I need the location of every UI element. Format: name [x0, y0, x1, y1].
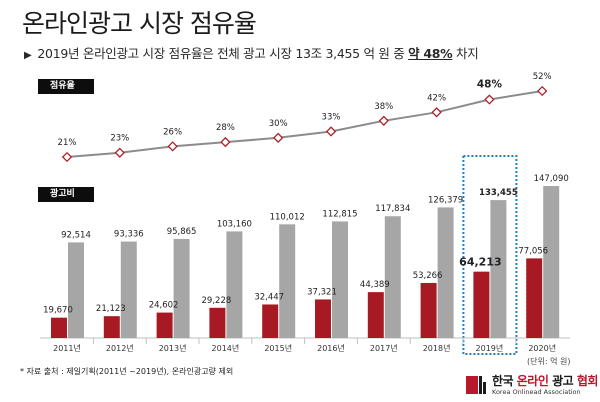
- subtitle: ▶ 2019년 온라인광고 시장 점유율은 전체 광고 시장 13조 3,455 …: [24, 43, 479, 62]
- logo-english-text: Korea Onlinead Association: [492, 388, 581, 396]
- bar-total-2013: [173, 238, 190, 338]
- share-value-label: 38%: [374, 102, 393, 112]
- bar-online-2012: [103, 316, 120, 338]
- x-tick-label: 2017년: [370, 343, 398, 353]
- bar-online-label: 24,602: [149, 301, 179, 311]
- share-value-label: 28%: [216, 123, 235, 133]
- share-point-2016: [325, 126, 337, 137]
- subtitle-text: 2019년 온라인광고 시장 점유율은 전체 광고 시장 13조 3,455 억…: [37, 46, 409, 61]
- share-value-label: 33%: [322, 112, 341, 122]
- bar-online-2011: [51, 317, 67, 338]
- share-point-2018: [431, 107, 442, 118]
- share-line: [66, 90, 543, 158]
- bar-total-2017: [384, 216, 401, 338]
- bar-total-2011: [68, 242, 84, 338]
- subtitle-suffix: 차지: [452, 46, 479, 61]
- bar-total-label: 133,455: [479, 188, 518, 198]
- source-note: * 자료 출처 : 제일기획(2011년 ~2019년), 온라인광고량 제외: [20, 367, 234, 376]
- share-value-label: 30%: [269, 119, 288, 129]
- bar-total-label: 110,012: [270, 212, 305, 222]
- bar-online-2013: [156, 312, 173, 338]
- x-tick-label: 2012년: [106, 343, 134, 353]
- share-value-label: 23%: [110, 134, 129, 144]
- bar-total-2012: [120, 241, 137, 338]
- bar-online-label: 53,266: [413, 271, 443, 281]
- x-tick-label: 2018년: [423, 343, 451, 353]
- share-value-label: 42%: [427, 93, 446, 103]
- bar-online-2014: [209, 307, 226, 338]
- bar-total-label: 93,336: [114, 230, 144, 240]
- share-point-2012: [114, 147, 125, 158]
- x-tick-label: 2011년: [53, 343, 81, 353]
- share-value-label: 52%: [533, 72, 552, 82]
- bar-online-2017: [367, 292, 384, 338]
- x-tick-label: 2015년: [264, 343, 292, 353]
- bar-online-label: 37,321: [307, 287, 337, 297]
- bar-total-label: 95,865: [167, 227, 197, 237]
- share-value-label: 21%: [58, 138, 77, 148]
- bar-online-2019: [473, 271, 490, 338]
- bar-total-label: 126,379: [428, 195, 463, 205]
- cost-section-label: 광고비: [38, 187, 94, 202]
- bar-online-label: 19,670: [43, 306, 73, 316]
- bar-total-2015: [279, 224, 296, 338]
- share-point-2014: [220, 136, 231, 148]
- association-logo: 한국 온라인 광고 협회 Korea Onlinead Association: [466, 371, 598, 399]
- share-point-2015: [273, 132, 284, 143]
- share-point-2019: [484, 94, 495, 105]
- bar-total-2019: [490, 200, 507, 338]
- x-tick-label: 2013년: [159, 343, 187, 353]
- x-tick-label: 2016년: [317, 343, 345, 353]
- bar-total-label: 92,514: [61, 230, 91, 240]
- x-tick-label: 2014년: [212, 343, 240, 353]
- bar-total-2020: [543, 186, 560, 338]
- share-point-2011: [61, 151, 73, 163]
- share-point-2013: [167, 141, 178, 152]
- share-value-label: 48%: [477, 79, 503, 91]
- subtitle-highlight: 약 48%: [408, 46, 453, 61]
- bar-online-2020: [526, 258, 543, 338]
- share-point-2020: [537, 85, 548, 97]
- bar-online-2018: [420, 282, 437, 338]
- page-title: 온라인광고 시장 점유율: [22, 9, 257, 38]
- bar-total-label: 103,160: [217, 219, 252, 229]
- highlight-box-2019: [462, 155, 518, 355]
- bar-online-2016: [315, 299, 331, 338]
- x-tick-label: 2019년: [476, 343, 504, 353]
- x-tick-label: 2020년: [528, 343, 556, 353]
- bar-total-label: 117,834: [375, 204, 410, 214]
- bar-total-label: 112,815: [322, 209, 357, 219]
- bar-online-label: 77,056: [518, 246, 548, 256]
- bar-online-label: 64,213: [459, 256, 501, 269]
- share-section-label: 점유율: [38, 79, 94, 94]
- bar-online-label: 32,447: [254, 292, 284, 302]
- bar-online-label: 44,389: [360, 280, 390, 290]
- bar-online-label: 29,228: [202, 296, 232, 306]
- share-point-2017: [378, 115, 389, 126]
- bar-total-2014: [226, 231, 243, 338]
- bar-total-label: 147,090: [534, 174, 569, 184]
- logo-mark-icon: [466, 376, 486, 394]
- bullet-arrow-icon: ▶: [24, 50, 32, 61]
- bar-total-2018: [437, 207, 454, 338]
- share-value-label: 26%: [163, 127, 182, 137]
- unit-label: (단위: 억 원): [527, 357, 571, 366]
- bar-online-label: 21,123: [96, 304, 126, 314]
- logo-korean-text: 한국 온라인 광고 협회: [492, 374, 598, 388]
- bar-total-2016: [332, 221, 348, 338]
- bar-online-2015: [262, 304, 279, 338]
